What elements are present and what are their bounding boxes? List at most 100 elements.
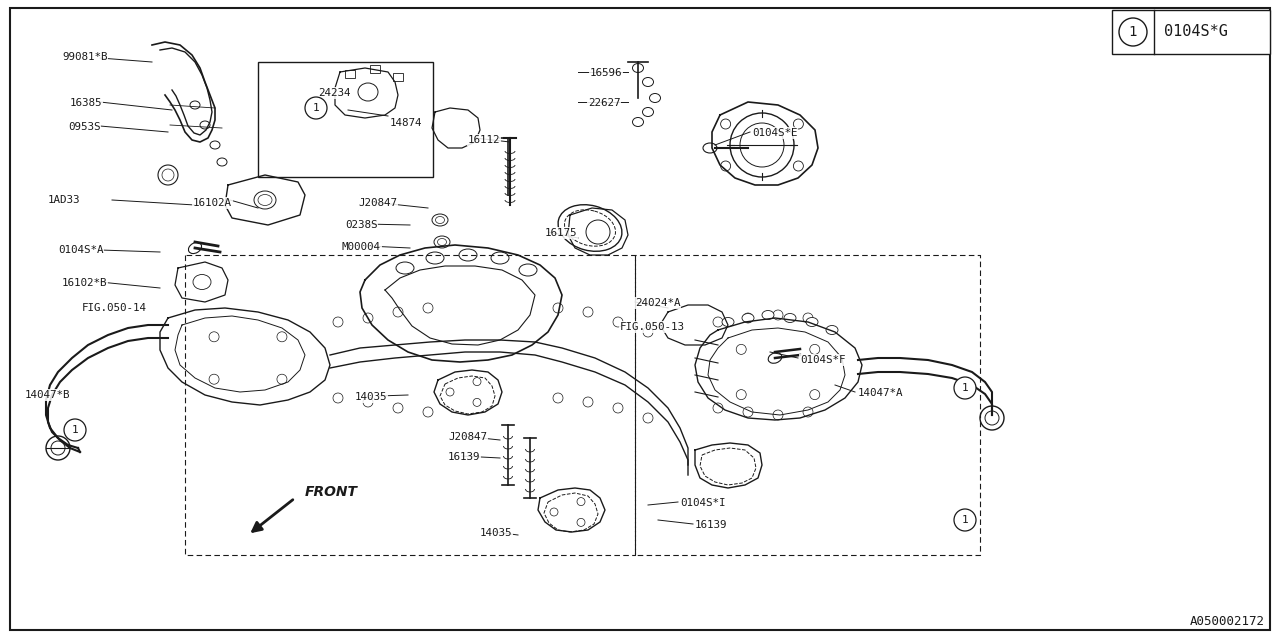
- Circle shape: [157, 165, 178, 185]
- Circle shape: [364, 313, 372, 323]
- Text: 14047*A: 14047*A: [858, 388, 904, 398]
- Ellipse shape: [768, 353, 782, 364]
- Ellipse shape: [433, 214, 448, 226]
- Ellipse shape: [806, 317, 818, 326]
- Text: 16139: 16139: [448, 452, 480, 462]
- Circle shape: [51, 441, 65, 455]
- Circle shape: [276, 374, 287, 384]
- Ellipse shape: [649, 93, 660, 102]
- Text: 16596: 16596: [590, 68, 622, 78]
- Text: FIG.050-14: FIG.050-14: [82, 303, 147, 313]
- Ellipse shape: [188, 243, 201, 253]
- Ellipse shape: [434, 236, 451, 248]
- Text: 14874: 14874: [390, 118, 422, 128]
- Ellipse shape: [722, 317, 733, 326]
- Circle shape: [742, 313, 753, 323]
- Ellipse shape: [438, 239, 447, 246]
- Circle shape: [721, 119, 731, 129]
- Text: M00004: M00004: [342, 242, 381, 252]
- Ellipse shape: [210, 141, 220, 149]
- Ellipse shape: [643, 108, 654, 116]
- Circle shape: [577, 498, 585, 506]
- Circle shape: [613, 317, 623, 327]
- Circle shape: [810, 390, 819, 399]
- Text: 22627: 22627: [588, 98, 621, 108]
- Circle shape: [736, 390, 746, 399]
- Circle shape: [333, 393, 343, 403]
- Text: 16112: 16112: [468, 135, 500, 145]
- Circle shape: [422, 303, 433, 313]
- Text: 16139: 16139: [695, 520, 727, 530]
- Ellipse shape: [253, 191, 276, 209]
- Circle shape: [582, 307, 593, 317]
- Text: 14035: 14035: [355, 392, 388, 402]
- Text: 16102A: 16102A: [193, 198, 232, 208]
- Ellipse shape: [643, 77, 654, 86]
- Text: 14047*B: 14047*B: [26, 390, 70, 400]
- Circle shape: [613, 403, 623, 413]
- Bar: [370, 65, 380, 73]
- Circle shape: [713, 317, 723, 327]
- Circle shape: [553, 303, 563, 313]
- Ellipse shape: [632, 63, 644, 72]
- Circle shape: [803, 313, 813, 323]
- Text: J20847: J20847: [448, 432, 486, 442]
- Text: 16102*B: 16102*B: [61, 278, 108, 288]
- Ellipse shape: [189, 101, 200, 109]
- Circle shape: [577, 518, 585, 526]
- Ellipse shape: [435, 216, 444, 223]
- Ellipse shape: [632, 118, 644, 127]
- Ellipse shape: [426, 252, 444, 264]
- Circle shape: [586, 220, 611, 244]
- Circle shape: [810, 344, 819, 355]
- Circle shape: [643, 327, 653, 337]
- Ellipse shape: [826, 326, 838, 335]
- Circle shape: [163, 169, 174, 181]
- Text: 1AD33: 1AD33: [49, 195, 81, 205]
- Text: 0238S: 0238S: [346, 220, 378, 230]
- Text: FIG.050-13: FIG.050-13: [620, 322, 685, 332]
- Circle shape: [364, 397, 372, 407]
- Ellipse shape: [518, 264, 538, 276]
- Text: J20847: J20847: [358, 198, 397, 208]
- Circle shape: [794, 119, 804, 129]
- Bar: [1112, 10, 1270, 54]
- Circle shape: [713, 403, 723, 413]
- Ellipse shape: [742, 314, 754, 323]
- Ellipse shape: [460, 249, 477, 261]
- Circle shape: [954, 509, 977, 531]
- Text: 1: 1: [312, 103, 320, 113]
- Ellipse shape: [396, 262, 413, 274]
- Text: 0104S*G: 0104S*G: [1164, 24, 1228, 40]
- Ellipse shape: [762, 310, 774, 319]
- Circle shape: [721, 161, 731, 171]
- Text: 0953S: 0953S: [68, 122, 101, 132]
- Circle shape: [422, 407, 433, 417]
- Text: 16175: 16175: [545, 228, 577, 238]
- Circle shape: [730, 113, 794, 177]
- Text: 0104S*F: 0104S*F: [800, 355, 846, 365]
- Circle shape: [773, 410, 783, 420]
- Text: 0104S*A: 0104S*A: [58, 245, 104, 255]
- Circle shape: [1119, 18, 1147, 46]
- Ellipse shape: [703, 143, 717, 153]
- Ellipse shape: [558, 205, 622, 252]
- Text: 0104S*E: 0104S*E: [753, 128, 797, 138]
- Text: 24024*A: 24024*A: [635, 298, 681, 308]
- Bar: [393, 73, 403, 81]
- Text: A050002172: A050002172: [1190, 615, 1265, 628]
- Ellipse shape: [564, 210, 616, 246]
- Circle shape: [474, 398, 481, 406]
- Circle shape: [742, 407, 753, 417]
- Ellipse shape: [200, 121, 210, 129]
- Text: 1: 1: [961, 515, 969, 525]
- Circle shape: [209, 374, 219, 384]
- Ellipse shape: [259, 195, 273, 205]
- Circle shape: [393, 307, 403, 317]
- Circle shape: [582, 397, 593, 407]
- Circle shape: [209, 332, 219, 342]
- Circle shape: [773, 310, 783, 320]
- Text: 14035: 14035: [480, 528, 512, 538]
- Ellipse shape: [358, 83, 378, 101]
- Bar: [346, 70, 355, 78]
